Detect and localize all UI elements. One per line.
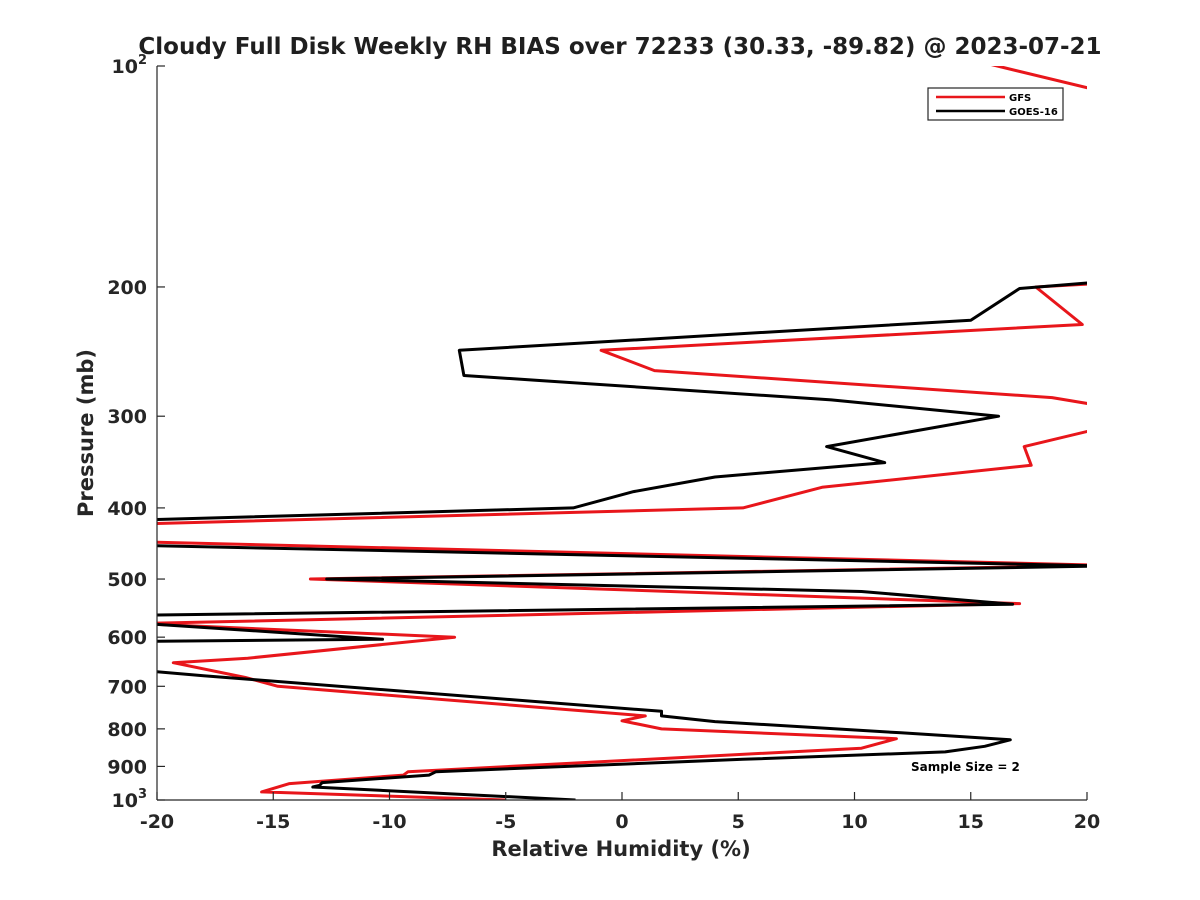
y-tick-label: 102 — [112, 53, 148, 78]
legend: GFS GOES-16 — [927, 87, 1064, 121]
x-tick-label: -20 — [140, 811, 174, 833]
x-tick-label: 20 — [1074, 811, 1100, 833]
y-tick-label: 300 — [107, 406, 147, 428]
ticks-layer: -20 -15 -10 -5 0 5 10 15 20 102 200 300 400 500 600 700… — [107, 53, 1100, 833]
y-tick-label: 103 — [112, 787, 148, 812]
y-tick-label: 600 — [107, 627, 147, 649]
x-tick-label: 0 — [615, 811, 628, 833]
series-line-gfs-top — [990, 66, 1087, 90]
legend-label-goes16: GOES-16 — [1009, 107, 1058, 118]
sample-size-annotation: Sample Size = 2 — [911, 760, 1020, 774]
series-line-gfs — [157, 282, 1087, 800]
legend-label-gfs: GFS — [1009, 93, 1031, 104]
series-line-goes16 — [157, 281, 1087, 800]
y-tick-label: 800 — [107, 719, 147, 741]
chart-title: Cloudy Full Disk Weekly RH BIAS over 722… — [138, 34, 1101, 60]
x-tick-label: -5 — [495, 811, 516, 833]
x-tick-label: 10 — [841, 811, 867, 833]
axes-layer — [156, 66, 1087, 801]
series-layer — [157, 66, 1087, 800]
legend-box — [927, 87, 1064, 121]
x-tick-label: 15 — [958, 811, 984, 833]
y-tick-label: 200 — [107, 277, 147, 299]
y-tick-label: 500 — [107, 569, 147, 591]
x-axis-label: Relative Humidity (%) — [491, 837, 750, 861]
y-tick-label: 400 — [107, 498, 147, 520]
x-tick-label: 5 — [732, 811, 745, 833]
y-tick-label: 700 — [107, 676, 147, 698]
y-axis-label: Pressure (mb) — [74, 349, 98, 517]
x-tick-label: -10 — [372, 811, 406, 833]
x-tick-label: -15 — [256, 811, 290, 833]
y-tick-label: 900 — [107, 756, 147, 778]
